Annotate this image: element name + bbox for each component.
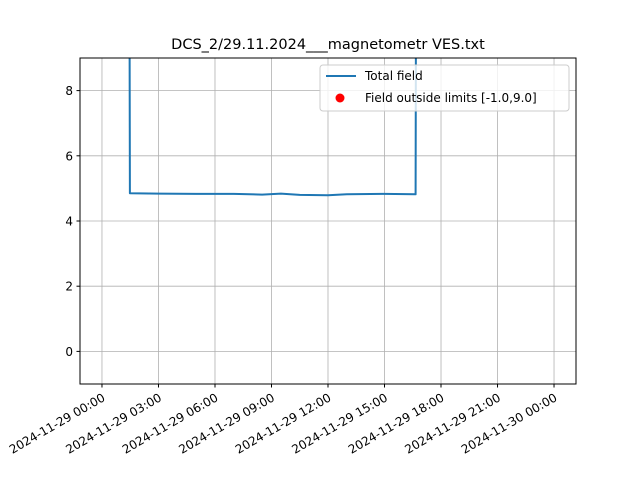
legend: Total field Field outside limits [-1.0,9…: [319, 64, 570, 112]
x-tick-label: 2024-11-29 06:00: [120, 390, 221, 456]
x-tick-label: 2024-11-29 09:00: [176, 390, 277, 456]
y-tick-label: 4: [65, 215, 73, 229]
x-tick-label: 2024-11-29 21:00: [402, 390, 503, 456]
total-field-line: [128, 58, 417, 197]
x-tick-label: 2024-11-29 15:00: [289, 390, 390, 456]
x-tick-label: 2024-11-29 12:00: [233, 390, 334, 456]
x-tick-label: 2024-11-29 18:00: [346, 390, 447, 456]
x-tick-label: 2024-11-29 03:00: [63, 390, 164, 456]
x-tick-label: 2024-11-29 00:00: [7, 390, 108, 456]
x-tick-label: 2024-11-30 00:00: [459, 390, 560, 456]
y-tick-label: 8: [65, 84, 73, 98]
legend-marker-outside-limits: [335, 93, 345, 103]
legend-label-outside-limits: Field outside limits [-1.0,9.0]: [365, 91, 537, 105]
legend-label-total-field: Total field: [364, 69, 423, 83]
y-tick-label: 0: [65, 345, 73, 359]
y-tick-label: 2: [65, 280, 73, 294]
y-tick-label: 6: [65, 149, 73, 163]
chart-title: DCS_2/29.11.2024___magnetometr VES.txt: [171, 37, 485, 53]
